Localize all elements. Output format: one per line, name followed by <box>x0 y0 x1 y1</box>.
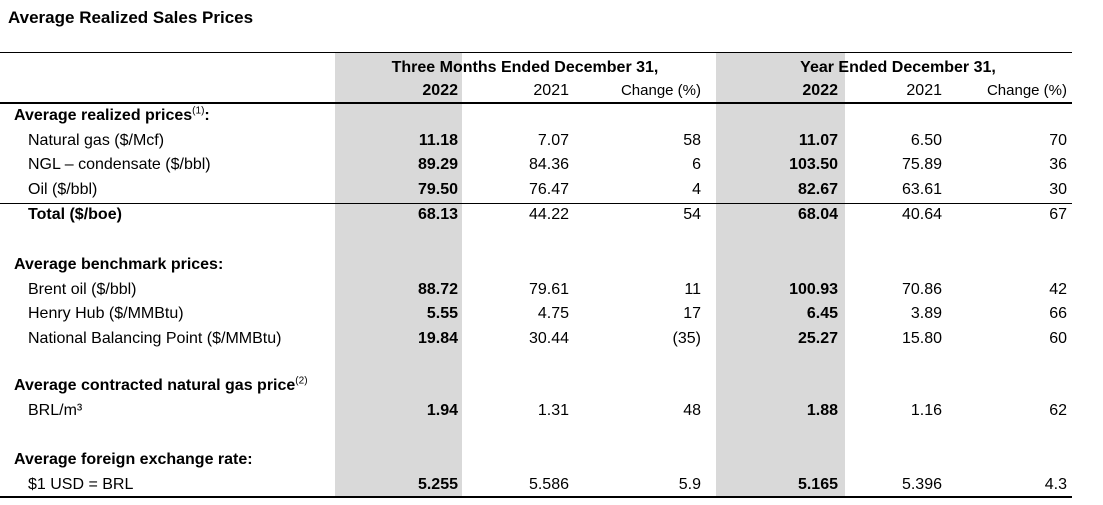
cell: 1.94 <box>426 402 458 419</box>
section-heading: Average benchmark prices: <box>14 255 223 275</box>
cell: 67 <box>1049 205 1067 223</box>
cell: 70 <box>1049 132 1067 149</box>
cell: (35) <box>672 329 701 347</box>
cell: 5.55 <box>426 305 458 323</box>
cell: 36 <box>1049 156 1067 174</box>
cell: 58 <box>683 132 701 149</box>
cell: 89.29 <box>417 156 458 174</box>
heading-suffix: : <box>247 451 253 468</box>
cell: 5.255 <box>417 476 458 493</box>
column-group-header: Year Ended December 31, <box>800 59 996 76</box>
cell: 100.93 <box>789 281 838 298</box>
cell: 3.89 <box>910 305 942 323</box>
highlight-column <box>716 53 845 496</box>
cell: 4 <box>692 180 701 198</box>
cell: 11.07 <box>798 132 838 149</box>
rule <box>0 102 1072 104</box>
cell: 42 <box>1049 281 1067 298</box>
row-label: Oil ($/bbl) <box>28 180 98 198</box>
cell: 1.16 <box>910 402 942 419</box>
cell: 82.67 <box>797 180 838 198</box>
cell: 11 <box>684 281 701 298</box>
cell: 7.07 <box>537 132 569 149</box>
row-label: NGL – condensate ($/bbl) <box>28 156 211 174</box>
cell: 25.27 <box>797 329 838 347</box>
heading-text: Average contracted natural gas price <box>14 377 296 394</box>
cell: 88.72 <box>417 281 458 298</box>
row-label: Natural gas ($/Mcf) <box>28 132 165 149</box>
footnote-ref: (2) <box>295 375 308 387</box>
heading-text: Average foreign exchange rate <box>14 451 248 468</box>
highlight-column <box>335 53 462 496</box>
cell: 5.586 <box>528 476 569 493</box>
cell: 79.61 <box>528 281 569 298</box>
cell: 48 <box>683 402 701 419</box>
cell: 84.36 <box>528 156 569 174</box>
rule <box>0 496 1072 498</box>
cell: 4.3 <box>1044 476 1067 493</box>
heading-suffix: : <box>204 107 210 124</box>
cell: 66 <box>1049 305 1067 323</box>
cell: 62 <box>1049 402 1067 419</box>
row-label: $1 USD = BRL <box>28 476 134 493</box>
cell: 5.396 <box>901 476 942 493</box>
cell: 30 <box>1049 180 1067 198</box>
cell: 1.31 <box>537 402 569 419</box>
cell: 79.50 <box>417 180 458 198</box>
column-header: Change (%) <box>620 82 701 99</box>
cell: 4.75 <box>537 305 569 323</box>
column-group-header: Three Months Ended December 31, <box>391 59 659 76</box>
row-label: Brent oil ($/bbl) <box>28 281 137 298</box>
cell: 103.50 <box>789 156 838 174</box>
heading-suffix: : <box>217 256 224 273</box>
cell: 54 <box>683 205 701 223</box>
section-heading: Average foreign exchange rate: <box>14 450 253 470</box>
column-header: 2021 <box>533 82 569 99</box>
cell: 17 <box>683 305 701 323</box>
cell: 6.45 <box>806 305 838 323</box>
cell: 6 <box>692 156 701 174</box>
column-header: 2022 <box>422 82 458 99</box>
cell: 5.165 <box>797 476 838 493</box>
row-label: BRL/m³ <box>28 402 83 419</box>
column-header: 2021 <box>906 82 942 99</box>
cell: 15.80 <box>901 329 942 347</box>
section-heading: Average realized prices(1): <box>14 106 210 126</box>
rule <box>0 52 1072 53</box>
cell: 1.88 <box>806 402 838 419</box>
cell: 75.89 <box>901 156 942 174</box>
cell: 5.9 <box>678 476 701 493</box>
cell: 19.84 <box>417 329 458 347</box>
row-label: Henry Hub ($/MMBtu) <box>28 305 184 323</box>
cell: 30.44 <box>528 329 569 347</box>
heading-text: Average benchmark prices <box>14 256 218 273</box>
cell: 70.86 <box>901 281 942 298</box>
heading-text: Average realized prices <box>14 107 193 124</box>
footnote-ref: (1) <box>192 105 205 117</box>
cell: 11.18 <box>418 132 458 149</box>
column-header: 2022 <box>802 82 838 99</box>
cell: 6.50 <box>910 132 942 149</box>
cell: 60 <box>1049 329 1067 347</box>
cell: 68.04 <box>797 205 838 223</box>
cell: 63.61 <box>901 180 942 198</box>
title: Average Realized Sales Prices <box>8 8 254 27</box>
total-label: Total ($/boe) <box>28 205 122 223</box>
cell: 68.13 <box>417 205 458 223</box>
section-heading: Average contracted natural gas price(2) <box>14 376 308 396</box>
rule <box>0 202 1072 204</box>
column-header: Change (%) <box>986 82 1067 99</box>
cell: 76.47 <box>528 180 569 198</box>
cell: 44.22 <box>528 205 569 223</box>
row-label: National Balancing Point ($/MMBtu) <box>28 329 282 347</box>
cell: 40.64 <box>901 205 942 223</box>
